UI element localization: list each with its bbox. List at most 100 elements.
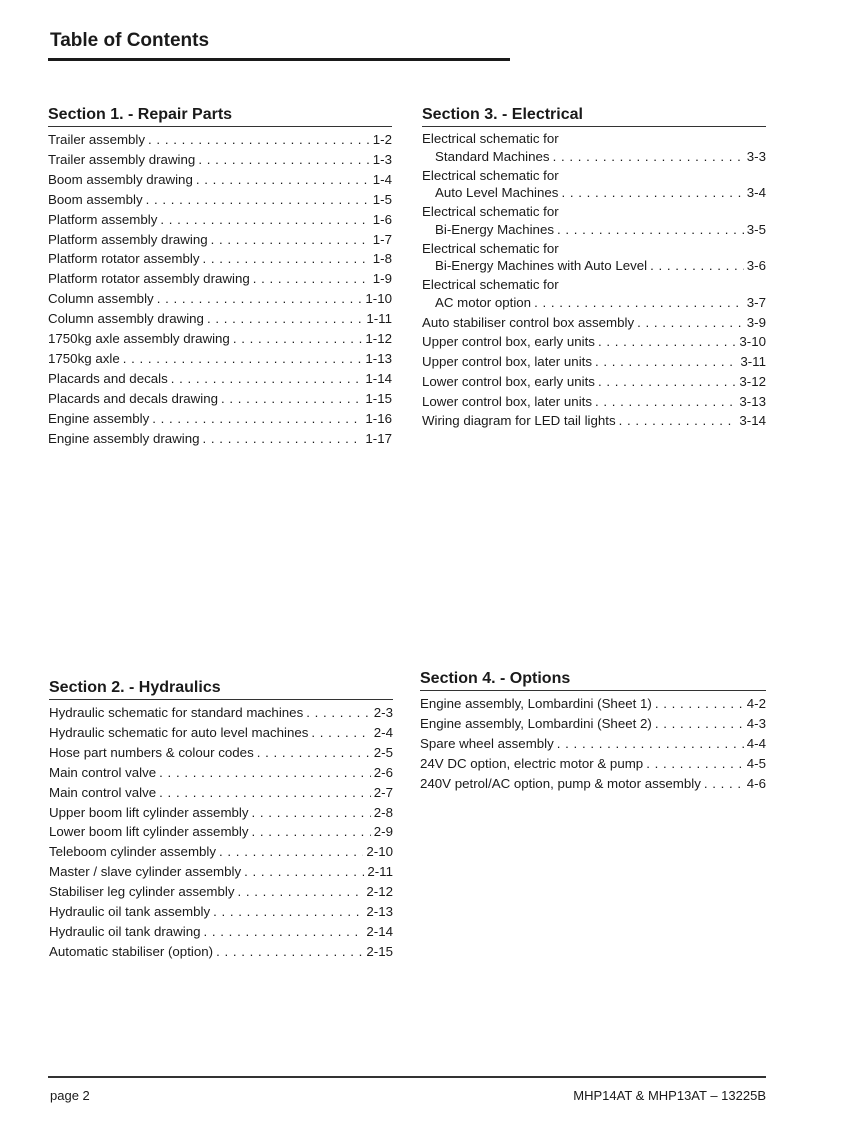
dot-leader bbox=[311, 723, 370, 743]
toc-entry[interactable]: 240V petrol/AC option, pump & motor asse… bbox=[420, 774, 766, 794]
toc-entry-multiline[interactable]: Electrical schematic for Bi-Energy Machin… bbox=[422, 240, 766, 275]
entry-page: 1-10 bbox=[365, 291, 392, 307]
entry-page: 1-13 bbox=[365, 350, 392, 366]
dot-leader bbox=[598, 372, 736, 392]
entry-label: Stabiliser leg cylinder assembly bbox=[49, 884, 235, 900]
entry-page: 2-11 bbox=[367, 864, 393, 880]
toc-entry[interactable]: Engine assembly drawing 1-17 bbox=[48, 429, 392, 449]
toc-entry[interactable]: Upper control box, early units 3-10 bbox=[422, 332, 766, 352]
dot-leader bbox=[595, 392, 736, 412]
toc-entry[interactable]: Platform assembly drawing 1-7 bbox=[48, 230, 392, 250]
dot-leader bbox=[257, 743, 371, 763]
toc-entry-multiline[interactable]: Electrical schematic for Bi-Energy Machin… bbox=[422, 203, 766, 238]
dot-leader bbox=[171, 369, 363, 389]
entry-label: Column assembly drawing bbox=[48, 311, 204, 327]
toc-entry[interactable]: Hose part numbers & colour codes 2-5 bbox=[49, 743, 393, 763]
entry-page: 1-7 bbox=[372, 231, 392, 247]
toc-entry[interactable]: Hydraulic oil tank drawing 2-14 bbox=[49, 922, 393, 942]
toc-entry[interactable]: Placards and decals drawing 1-15 bbox=[48, 389, 392, 409]
toc-entry[interactable]: Main control valve 2-6 bbox=[49, 763, 393, 783]
toc-entry[interactable]: Trailer assembly 1-2 bbox=[48, 130, 392, 150]
toc-entry[interactable]: Upper boom lift cylinder assembly 2-8 bbox=[49, 803, 393, 823]
entry-label-line1: Electrical schematic for bbox=[422, 204, 559, 219]
entry-page: 1-4 bbox=[372, 171, 392, 187]
toc-entry-multiline[interactable]: Electrical schematic for Auto Level Machi… bbox=[422, 167, 766, 202]
toc-entry[interactable]: Teleboom cylinder assembly 2-10 bbox=[49, 842, 393, 862]
entry-label: Upper control box, early units bbox=[422, 334, 595, 350]
toc-entry[interactable]: Wiring diagram for LED tail lights 3-14 bbox=[422, 411, 766, 431]
toc-entry[interactable]: Hydraulic schematic for standard machine… bbox=[49, 703, 393, 723]
entry-page: 2-4 bbox=[373, 724, 393, 740]
dot-leader bbox=[637, 313, 744, 333]
entry-label: Placards and decals drawing bbox=[48, 390, 219, 406]
entry-page: 1-15 bbox=[365, 390, 392, 406]
entry-label: AC motor option bbox=[435, 294, 532, 310]
toc-entry[interactable]: Lower control box, early units 3-12 bbox=[422, 372, 766, 392]
dot-leader bbox=[159, 763, 371, 783]
entry-page: 1-17 bbox=[365, 430, 392, 446]
dot-leader bbox=[252, 822, 371, 842]
entry-page: 2-3 bbox=[373, 705, 393, 720]
toc-entry[interactable]: Hydraulic oil tank assembly 2-13 bbox=[49, 902, 393, 922]
dot-leader bbox=[704, 774, 744, 794]
entry-page: 3-6 bbox=[746, 258, 766, 273]
toc-entry[interactable]: Trailer assembly drawing 1-3 bbox=[48, 150, 392, 170]
entry-page: 2-8 bbox=[373, 804, 393, 820]
entry-label: Trailer assembly bbox=[48, 132, 146, 147]
dot-leader bbox=[196, 170, 370, 190]
entry-page: 2-14 bbox=[366, 923, 393, 939]
toc-entry[interactable]: Lower boom lift cylinder assembly 2-9 bbox=[49, 822, 393, 842]
toc-entry[interactable]: Lower control box, later units 3-13 bbox=[422, 392, 766, 412]
dot-leader bbox=[204, 922, 364, 942]
toc-entry[interactable]: Upper control box, later units 3-11 bbox=[422, 352, 766, 372]
toc-entry[interactable]: Stabiliser leg cylinder assembly 2-12 bbox=[49, 882, 393, 902]
entry-label: Hydraulic schematic for standard machine… bbox=[49, 705, 304, 720]
entry-label: Hydraulic schematic for auto level machi… bbox=[49, 724, 309, 740]
dot-leader bbox=[557, 734, 744, 754]
toc-entry[interactable]: Engine assembly 1-16 bbox=[48, 409, 392, 429]
toc-entry[interactable]: Placards and decals 1-14 bbox=[48, 369, 392, 389]
toc-entry[interactable]: Auto stabiliser control box assembly 3-9 bbox=[422, 313, 766, 333]
toc-entry-multiline[interactable]: Electrical schematic for Standard Machine… bbox=[422, 130, 766, 165]
toc-entry[interactable]: Spare wheel assembly 4-4 bbox=[420, 734, 766, 754]
entry-page: 3-12 bbox=[739, 373, 766, 389]
toc-entry[interactable]: Hydraulic schematic for auto level machi… bbox=[49, 723, 393, 743]
dot-leader bbox=[216, 942, 363, 962]
toc-entry[interactable]: Platform rotator assembly 1-8 bbox=[48, 249, 392, 269]
entry-page: 1-12 bbox=[365, 331, 392, 347]
entry-label: Wiring diagram for LED tail lights bbox=[422, 413, 616, 429]
toc-entry[interactable]: 1750kg axle 1-13 bbox=[48, 349, 392, 369]
toc-entry[interactable]: Main control valve 2-7 bbox=[49, 783, 393, 803]
entry-label: Bi-Energy Machines bbox=[435, 221, 554, 237]
entry-label: Trailer assembly drawing bbox=[48, 151, 196, 167]
entry-page: 1-14 bbox=[365, 370, 392, 386]
entry-label: Lower boom lift cylinder assembly bbox=[49, 824, 249, 840]
toc-entry-multiline[interactable]: Electrical schematic for AC motor option 3… bbox=[422, 276, 766, 311]
toc-entry[interactable]: 1750kg axle assembly drawing 1-12 bbox=[48, 329, 392, 349]
entry-page: 1-16 bbox=[365, 410, 392, 426]
toc-entry[interactable]: Automatic stabiliser (option) 2-15 bbox=[49, 942, 393, 962]
section-title: Section 3. - Electrical bbox=[422, 106, 766, 127]
entry-page: 4-3 bbox=[746, 715, 766, 731]
entry-page: 1-5 bbox=[372, 191, 392, 207]
toc-entry[interactable]: Master / slave cylinder assembly 2-11 bbox=[49, 862, 393, 882]
toc-entry[interactable]: Boom assembly drawing 1-4 bbox=[48, 170, 392, 190]
entry-label: Auto stabiliser control box assembly bbox=[422, 314, 635, 330]
footer-divider bbox=[48, 1076, 766, 1078]
toc-entry[interactable]: Engine assembly, Lombardini (Sheet 1) 4-2 bbox=[420, 694, 766, 714]
dot-leader bbox=[211, 230, 370, 250]
toc-entry[interactable]: Platform rotator assembly drawing 1-9 bbox=[48, 269, 392, 289]
toc-entry[interactable]: Engine assembly, Lombardini (Sheet 2) 4-3 bbox=[420, 714, 766, 734]
entry-page: 2-13 bbox=[366, 904, 393, 920]
dot-leader bbox=[221, 389, 362, 409]
toc-entry[interactable]: Boom assembly 1-5 bbox=[48, 190, 392, 210]
entry-label: Engine assembly bbox=[48, 410, 150, 426]
entry-page: 4-4 bbox=[746, 735, 766, 751]
entry-page: 4-6 bbox=[746, 775, 766, 791]
toc-entry[interactable]: Column assembly 1-10 bbox=[48, 289, 392, 309]
toc-entry[interactable]: Column assembly drawing 1-11 bbox=[48, 309, 392, 329]
toc-entry[interactable]: 24V DC option, electric motor & pump 4-5 bbox=[420, 754, 766, 774]
dot-leader bbox=[198, 150, 369, 170]
entry-line2: Standard Machines 3-3 bbox=[422, 148, 766, 166]
toc-entry[interactable]: Platform assembly 1-6 bbox=[48, 210, 392, 230]
